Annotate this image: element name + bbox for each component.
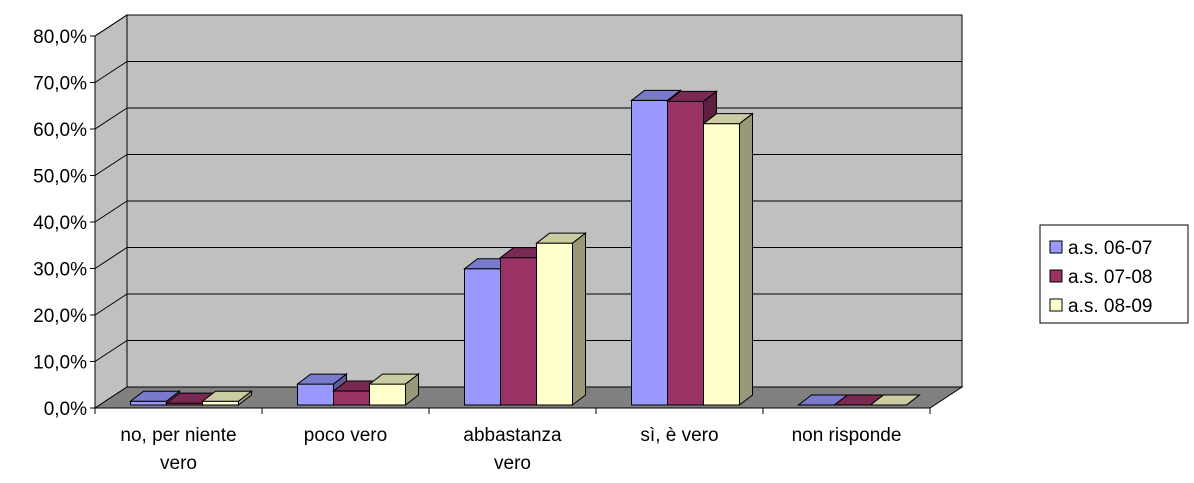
- gridline-side: [94, 14, 128, 37]
- bar: [368, 373, 420, 407]
- bar-side: [906, 394, 920, 406]
- category-label: vero: [494, 453, 531, 474]
- legend: a.s. 06-07 a.s. 07-08 a.s. 08-09: [1039, 224, 1189, 324]
- bar-front: [667, 100, 704, 406]
- legend-label: a.s. 08-09: [1068, 296, 1153, 317]
- category-label: abbastanza: [463, 425, 562, 446]
- bar-side: [238, 390, 252, 407]
- gridline-side: [94, 154, 128, 176]
- category-label: sì, è vero: [640, 425, 718, 446]
- category-label: no, per niente: [120, 425, 236, 446]
- bar-front: [631, 99, 668, 406]
- y-tick-label: 80,0%: [33, 27, 87, 48]
- gridline-side: [94, 340, 128, 362]
- y-axis-ticks: 0,0% 10,0% 20,0% 30,0% 40,0% 50,0% 60,0% 70,0% 8…: [33, 27, 930, 420]
- gridline-side: [94, 61, 128, 83]
- legend-swatch: [1049, 298, 1063, 312]
- bar-front: [500, 257, 537, 406]
- bar-side: [739, 112, 753, 407]
- legend-swatch: [1049, 269, 1063, 283]
- legend-label: a.s. 06-07: [1068, 238, 1153, 259]
- bar: [702, 112, 754, 407]
- bar-front: [297, 383, 334, 406]
- bar-front: [536, 242, 573, 406]
- legend-label: a.s. 07-08: [1068, 267, 1153, 288]
- x-axis-categories: no, per niente vero poco vero abbastanza ver…: [94, 408, 931, 474]
- bar-side: [405, 373, 419, 407]
- y-tick-label: 0,0%: [44, 399, 87, 420]
- bar-front: [333, 390, 370, 406]
- bar-front: [202, 400, 239, 406]
- bar-marks: [129, 89, 921, 407]
- bar: [535, 232, 587, 407]
- y-tick-label: 70,0%: [33, 74, 87, 95]
- bar: [869, 394, 921, 406]
- category-label: poco vero: [304, 425, 387, 446]
- bar-front: [369, 383, 406, 406]
- y-tick-label: 50,0%: [33, 167, 87, 188]
- y-tick-label: 30,0%: [33, 260, 87, 281]
- y-tick-label: 40,0%: [33, 213, 87, 234]
- bar-front: [703, 123, 740, 406]
- gridline-side: [94, 107, 128, 130]
- bar: [201, 390, 253, 407]
- y-tick-label: 10,0%: [33, 353, 87, 374]
- gridline-side: [94, 200, 128, 223]
- legend-box: [1039, 224, 1189, 324]
- legend-swatch: [1049, 240, 1063, 254]
- y-tick-label: 20,0%: [33, 306, 87, 327]
- bar-front: [130, 400, 167, 406]
- category-label: non risponde: [792, 425, 902, 446]
- bar-side: [572, 232, 586, 407]
- y-tick-label: 60,0%: [33, 120, 87, 141]
- gridline-side: [94, 247, 128, 269]
- bar-front: [464, 268, 501, 406]
- category-label: vero: [160, 453, 197, 474]
- gridline-side: [94, 293, 128, 316]
